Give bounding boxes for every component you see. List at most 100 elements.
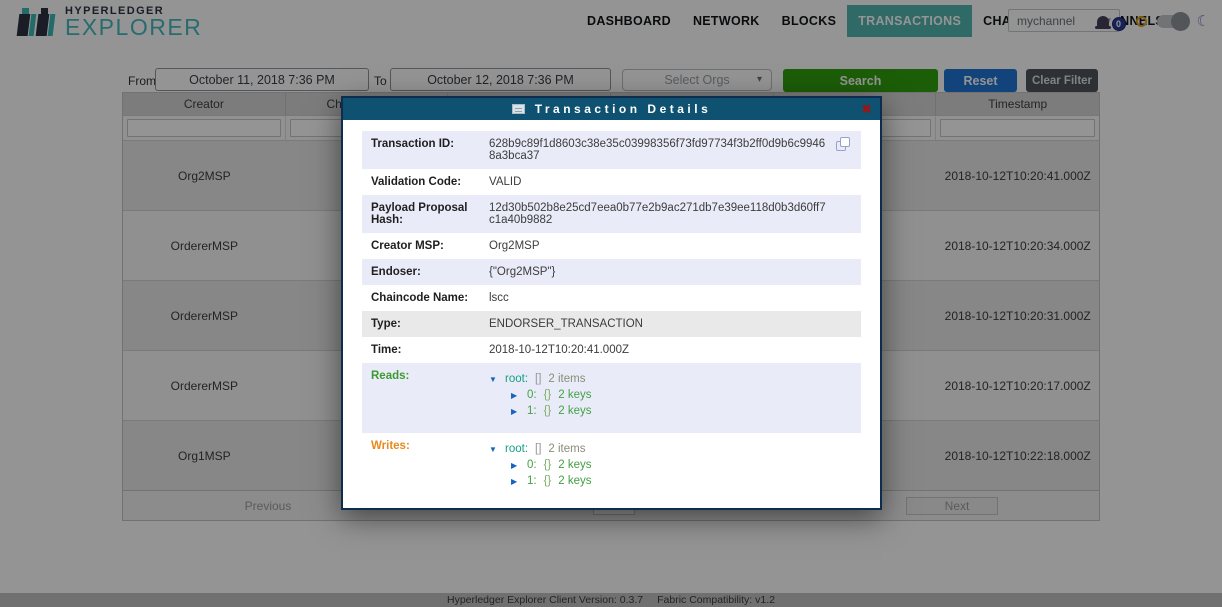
clear-filter-button[interactable]: Clear Filter bbox=[1026, 69, 1098, 92]
creator-filter-input[interactable] bbox=[127, 119, 281, 137]
json-tree-row: ▶ 1: {} 2 keys bbox=[511, 405, 592, 417]
field-reads: Reads: ▼ root: [] 2 items ▶ 0: {} 2 keys… bbox=[362, 363, 861, 433]
reads-json-tree: ▼ root: [] 2 items ▶ 0: {} 2 keys ▶ 1: {… bbox=[489, 370, 852, 419]
field-chaincode-name: Chaincode Name: lscc bbox=[362, 285, 861, 311]
nav-blocks[interactable]: BLOCKS bbox=[781, 14, 837, 28]
field-value: 12d30b502b8e25cd7eea0b77e2b9ac271db7e39e… bbox=[489, 202, 826, 226]
header-icons: 0 ☾ bbox=[1094, 11, 1210, 31]
field-value: lscc bbox=[489, 292, 509, 304]
to-date-input[interactable]: October 12, 2018 7:36 PM bbox=[390, 68, 611, 91]
timestamp-filter-input[interactable] bbox=[940, 119, 1096, 137]
json-tree-row: ▶ 0: {} 2 keys bbox=[511, 389, 592, 401]
search-button[interactable]: Search bbox=[783, 69, 938, 92]
theme-toggle-knob bbox=[1170, 11, 1190, 31]
logo-text: HYPERLEDGER EXPLORER bbox=[65, 5, 202, 39]
column-header-timestamp[interactable]: Timestamp bbox=[988, 97, 1048, 111]
column-header-creator[interactable]: Creator bbox=[123, 93, 286, 115]
tree-expand-icon[interactable]: ▶ bbox=[511, 460, 518, 470]
field-endoser: Endoser: {"Org2MSP"} bbox=[362, 259, 861, 285]
footer: Hyperledger Explorer Client Version: 0.3… bbox=[0, 593, 1222, 607]
modal-title: Transaction Details bbox=[534, 102, 712, 116]
list-icon bbox=[511, 104, 525, 114]
creator-cell: OrdererMSP bbox=[170, 378, 239, 393]
chevron-down-icon: ▾ bbox=[756, 74, 762, 85]
logo-hyperledger: HYPERLEDGER bbox=[65, 5, 165, 17]
timestamp-cell: 2018-10-12T10:20:41.000Z bbox=[944, 168, 1091, 183]
footer-compatibility: Fabric Compatibility: v1.2 bbox=[657, 594, 775, 606]
json-tree-row: ▼ root: [] 2 items bbox=[489, 373, 586, 385]
field-transaction-id: Transaction ID: 628b9c89f1d8603c38e35c03… bbox=[362, 131, 861, 169]
field-value: VALID bbox=[489, 176, 522, 188]
channel-select[interactable]: mychannel ▾ bbox=[1008, 9, 1120, 32]
hyperledger-logo-icon bbox=[16, 7, 56, 37]
field-value: ENDORSER_TRANSACTION bbox=[489, 318, 643, 330]
timestamp-cell: 2018-10-12T10:20:17.000Z bbox=[944, 378, 1091, 393]
to-label: To bbox=[374, 74, 387, 88]
tree-expand-icon[interactable]: ▼ bbox=[489, 374, 497, 384]
field-writes: Writes: ▼ root: [] 2 items ▶ 0: {} 2 key… bbox=[362, 433, 861, 507]
field-value: 628b9c89f1d8603c38e35c03998356f73fd97734… bbox=[489, 137, 852, 162]
notification-count-badge: 0 bbox=[1111, 17, 1126, 31]
next-page-button[interactable]: Next bbox=[944, 499, 970, 513]
tree-expand-icon[interactable]: ▶ bbox=[511, 476, 518, 486]
transaction-details-modal: Transaction Details ✖ Transaction ID: 62… bbox=[341, 96, 882, 510]
json-tree-row: ▶ 0: {} 2 keys bbox=[511, 459, 592, 471]
timestamp-cell: 2018-10-12T10:20:34.000Z bbox=[944, 238, 1091, 253]
field-label: Time: bbox=[371, 344, 402, 356]
field-label: Type: bbox=[371, 318, 401, 330]
field-label: Transaction ID: bbox=[371, 138, 455, 150]
field-label: Creator MSP: bbox=[371, 240, 444, 252]
field-label: Endoser: bbox=[371, 266, 421, 278]
field-value: {"Org2MSP"} bbox=[489, 266, 556, 278]
modal-header: Transaction Details ✖ bbox=[343, 98, 880, 120]
previous-page-button[interactable]: Previous bbox=[244, 499, 292, 513]
creator-cell: Org2MSP bbox=[177, 168, 231, 183]
field-creator-msp: Creator MSP: Org2MSP bbox=[362, 233, 861, 259]
json-tree-row: ▼ root: [] 2 items bbox=[489, 443, 586, 455]
tree-expand-icon[interactable]: ▶ bbox=[511, 406, 518, 416]
chevron-down-icon: ▾ bbox=[1106, 15, 1111, 25]
nav-transactions[interactable]: TRANSACTIONS bbox=[847, 5, 973, 37]
writes-label: Writes: bbox=[371, 440, 410, 452]
hyperledger-explorer-logo: HYPERLEDGER EXPLORER bbox=[16, 5, 202, 39]
nav-network[interactable]: NETWORK bbox=[692, 14, 760, 28]
field-label: Validation Code: bbox=[371, 176, 462, 188]
from-label: From bbox=[128, 74, 156, 88]
field-value: Org2MSP bbox=[489, 240, 540, 252]
copy-icon[interactable] bbox=[836, 137, 850, 151]
close-icon[interactable]: ✖ bbox=[861, 101, 872, 117]
channel-select-value: mychannel bbox=[1017, 13, 1076, 28]
timestamp-cell: 2018-10-12T10:22:18.000Z bbox=[944, 448, 1091, 463]
creator-cell: OrdererMSP bbox=[170, 308, 239, 323]
field-validation-code: Validation Code: VALID bbox=[362, 169, 861, 195]
modal-body: Transaction ID: 628b9c89f1d8603c38e35c03… bbox=[343, 120, 880, 507]
json-tree-row: ▶ 1: {} 2 keys bbox=[511, 475, 592, 487]
tree-expand-icon[interactable]: ▼ bbox=[489, 444, 497, 454]
moon-icon: ☾ bbox=[1196, 12, 1210, 30]
writes-json-tree: ▼ root: [] 2 items ▶ 0: {} 2 keys ▶ 1: {… bbox=[489, 440, 852, 489]
select-orgs-dropdown[interactable]: Select Orgs ▾ bbox=[622, 69, 772, 91]
field-type: Type: ENDORSER_TRANSACTION bbox=[362, 311, 861, 337]
app-header: HYPERLEDGER EXPLORER DASHBOARD NETWORK B… bbox=[0, 0, 1222, 42]
field-time: Time: 2018-10-12T10:20:41.000Z bbox=[362, 337, 861, 363]
creator-cell: OrdererMSP bbox=[170, 238, 239, 253]
reads-label: Reads: bbox=[371, 370, 410, 382]
notification-bell-icon[interactable] bbox=[1094, 15, 1111, 29]
theme-toggle[interactable] bbox=[1156, 11, 1190, 31]
nav-dashboard[interactable]: DASHBOARD bbox=[587, 14, 671, 28]
tree-expand-icon[interactable]: ▶ bbox=[511, 390, 518, 400]
reset-button[interactable]: Reset bbox=[944, 69, 1017, 92]
creator-cell: Org1MSP bbox=[177, 448, 231, 463]
field-value: 2018-10-12T10:20:41.000Z bbox=[489, 344, 630, 356]
field-payload-proposal-hash: Payload Proposal Hash: 12d30b502b8e25cd7… bbox=[362, 195, 861, 233]
rows-per-page-select[interactable] bbox=[906, 497, 998, 515]
logo-explorer: EXPLORER bbox=[65, 14, 203, 40]
timestamp-cell: 2018-10-12T10:20:31.000Z bbox=[944, 308, 1091, 323]
footer-version: Hyperledger Explorer Client Version: 0.3… bbox=[447, 594, 644, 606]
field-label: Payload Proposal Hash: bbox=[371, 202, 468, 226]
sun-icon bbox=[1135, 15, 1147, 27]
select-orgs-placeholder: Select Orgs bbox=[664, 73, 730, 87]
column-header[interactable] bbox=[774, 93, 937, 115]
field-label: Chaincode Name: bbox=[371, 292, 469, 304]
from-date-input[interactable]: October 11, 2018 7:36 PM bbox=[155, 68, 369, 91]
